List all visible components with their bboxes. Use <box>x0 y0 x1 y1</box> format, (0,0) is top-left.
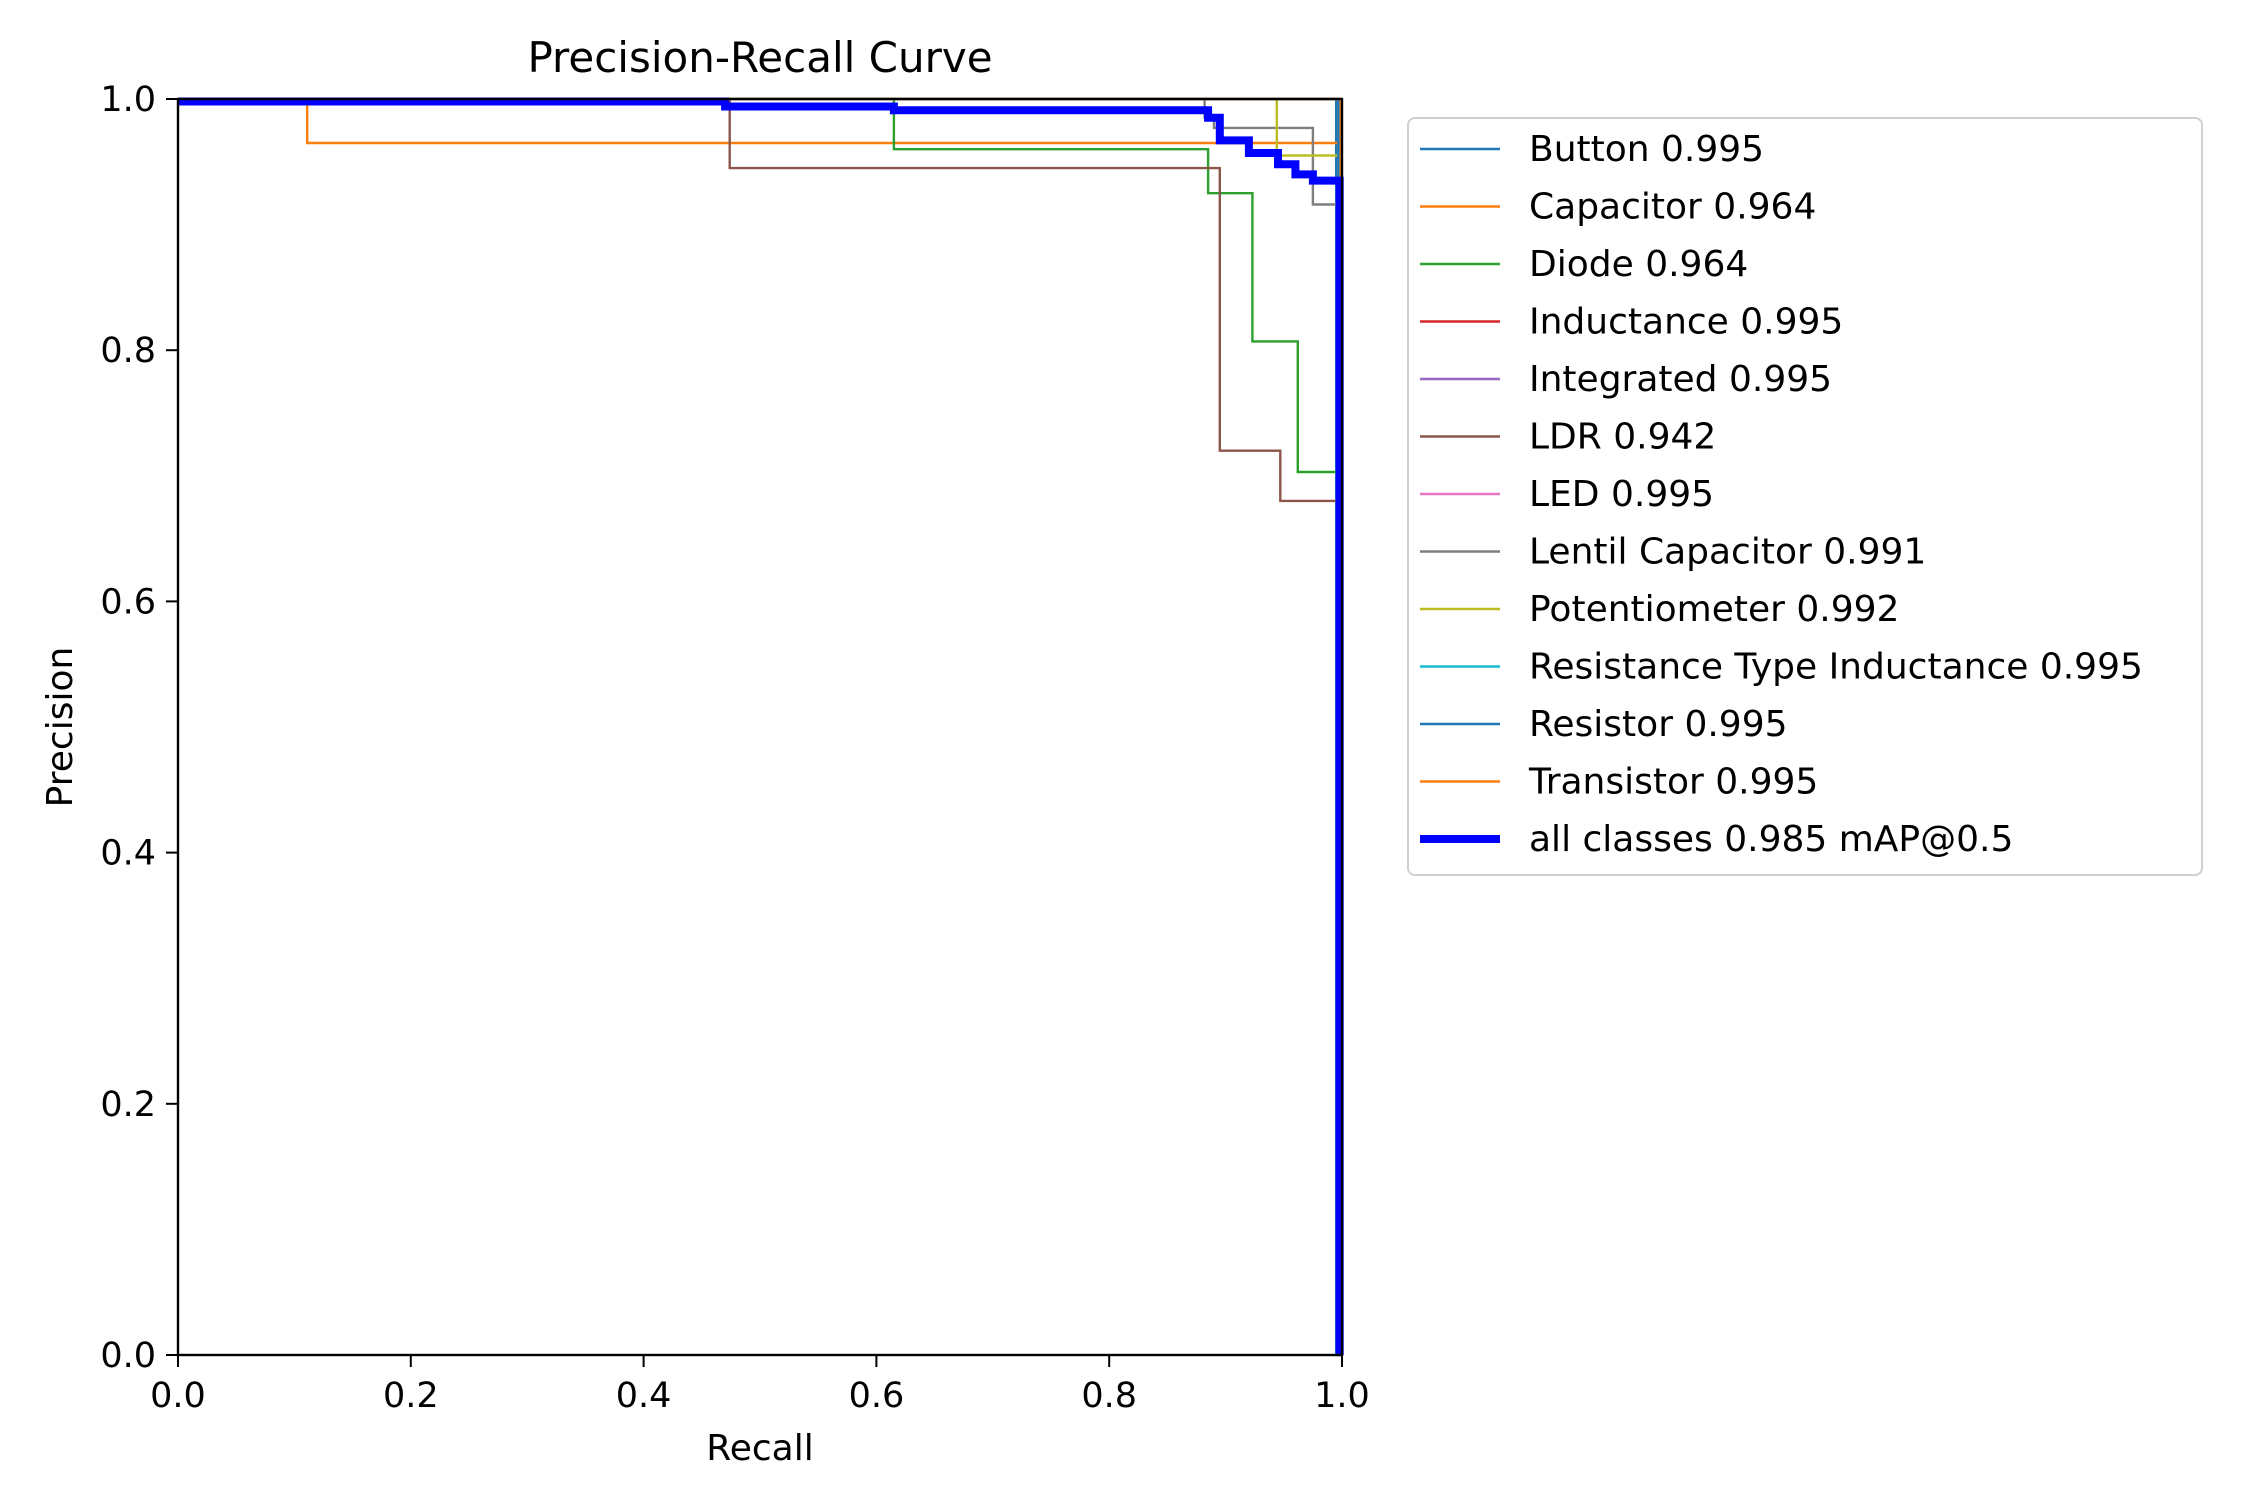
y-tick-label: 0.2 <box>100 1085 156 1125</box>
legend-label: Inductance 0.995 <box>1529 302 1843 343</box>
x-tick-label: 0.8 <box>1081 1376 1137 1416</box>
x-tick-label: 1.0 <box>1314 1376 1370 1416</box>
legend-label: Resistance Type Inductance 0.995 <box>1529 647 2143 688</box>
legend-items: Button 0.995 Capacitor 0.964 Diode 0.964 In… <box>1420 129 2143 860</box>
series-line-2 <box>178 97 1344 1355</box>
legend-label: Capacitor 0.964 <box>1529 187 1816 228</box>
x-tick-label: 0.0 <box>150 1376 206 1416</box>
legend-label: Lentil Capacitor 0.991 <box>1529 532 1926 573</box>
legend-label: Diode 0.964 <box>1529 244 1748 285</box>
legend-label: all classes 0.985 mAP@0.5 <box>1529 819 2013 860</box>
legend: Button 0.995 Capacitor 0.964 Diode 0.964 In… <box>1407 117 2203 876</box>
legend-label: Potentiometer 0.992 <box>1529 589 1899 630</box>
legend-label: Integrated 0.995 <box>1529 359 1832 400</box>
series-line-7 <box>178 97 1341 1355</box>
x-tick-label: 0.2 <box>383 1376 439 1416</box>
plot-area <box>176 97 1344 1357</box>
y-tick-label: 0.4 <box>100 834 156 874</box>
y-axis-label: Precision <box>40 647 81 808</box>
series-line-5 <box>178 97 1344 1355</box>
legend-label: Button 0.995 <box>1529 129 1764 170</box>
y-axis-ticks: 0.0 0.2 0.4 0.6 0.8 1.0 <box>100 80 178 1376</box>
legend-frame <box>1407 117 2203 876</box>
y-tick-label: 0.6 <box>100 582 156 622</box>
y-tick-label: 0.0 <box>100 1336 156 1376</box>
legend-label: Transistor 0.995 <box>1528 762 1818 803</box>
y-tick-label: 1.0 <box>100 80 156 120</box>
legend-label: LDR 0.942 <box>1529 417 1716 458</box>
x-tick-label: 0.6 <box>849 1376 905 1416</box>
legend-label: Resistor 0.995 <box>1529 704 1788 745</box>
legend-label: LED 0.995 <box>1529 474 1714 515</box>
y-tick-label: 0.8 <box>100 331 156 371</box>
x-axis-label: Recall <box>706 1428 813 1469</box>
series-line-12 <box>178 97 1344 1355</box>
plot-frame <box>176 97 1344 1357</box>
x-axis-ticks: 0.0 0.2 0.4 0.6 0.8 1.0 <box>150 1355 1370 1416</box>
chart-title: Precision-Recall Curve <box>527 33 992 82</box>
x-tick-label: 0.4 <box>616 1376 672 1416</box>
